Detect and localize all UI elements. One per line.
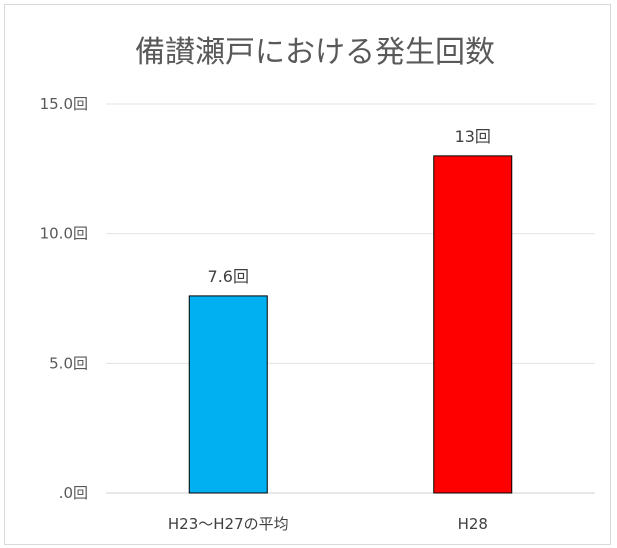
y-tick-label-2: 10.0回: [40, 225, 88, 243]
x-tick-label-1: H28: [458, 515, 488, 533]
y-tick-label-3: 15.0回: [40, 95, 88, 113]
gridlines: [106, 103, 595, 494]
x-tick-label-0: H23～H27の平均: [168, 515, 289, 533]
y-tick-label-1: 5.0回: [49, 354, 88, 372]
data-label-1: 13回: [455, 127, 491, 146]
bar-0: [188, 295, 268, 494]
bar-1: [433, 155, 513, 494]
y-tick-label-0: .0回: [59, 484, 88, 502]
data-label-0: 7.6回: [208, 267, 249, 286]
labels: .0回 5.0回 10.0回 15.0回 7.6回 H23～H27の平均 13回 H28: [40, 95, 491, 533]
chart-title: 備讃瀬戸における発生回数: [135, 35, 495, 70]
bars: [188, 155, 513, 494]
